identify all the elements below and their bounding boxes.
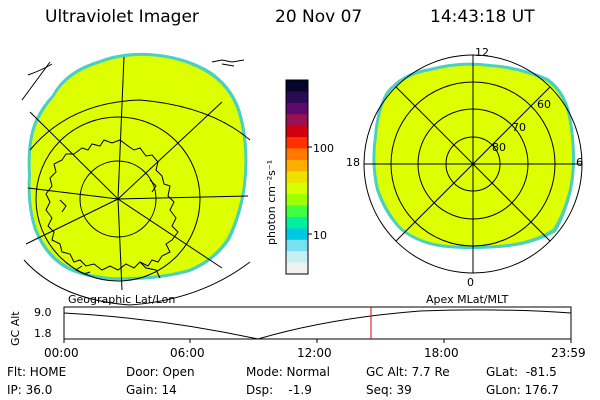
mlt-label-12: 12 [475, 46, 489, 59]
mlt-diag-2 [395, 86, 551, 242]
mlt-label-0: 0 [467, 276, 474, 289]
geographic-map [21, 52, 251, 306]
colorbar-segment [286, 239, 308, 252]
meridian-2 [29, 111, 119, 200]
altitude-plot-frame [63, 306, 572, 340]
lat-arc-outer-lower [23, 259, 251, 306]
colorbar-segment [286, 262, 308, 275]
gc-alt-status: GC Alt: 7.7 Re [366, 365, 450, 379]
flight-status: Flt: HOME [7, 365, 67, 379]
glon-status: GLon: 176.7 [486, 383, 559, 397]
altitude-ytick-low: 1.8 [34, 327, 52, 340]
colorbar-segment [286, 159, 308, 172]
mlt-label-6: 6 [576, 156, 583, 169]
colorbar-segment [286, 182, 308, 195]
left-grid [21, 56, 251, 306]
altitude-plot [63, 306, 572, 343]
colorbar-segment [286, 114, 308, 127]
mlat-label-60: 60 [537, 98, 551, 111]
colorbar-tick-100: 100 [313, 142, 334, 155]
colorbar-segment [286, 137, 308, 150]
colorbar-segment [286, 91, 308, 104]
colorbar-segment [286, 171, 308, 184]
colorbar-segment [286, 148, 308, 161]
colorbar-segment [286, 80, 308, 93]
instrument-title: Ultraviolet Imager [45, 7, 199, 27]
meridian-7 [117, 198, 223, 269]
meridian-1 [117, 56, 125, 200]
mode-status: Mode: Normal [246, 365, 330, 379]
altitude-axis-label: GC Alt [9, 311, 22, 346]
colorbar-segment [286, 216, 308, 229]
altitude-curve [63, 309, 572, 340]
coastline [45, 139, 179, 271]
right-map-label: Apex MLat/MLT [426, 293, 509, 306]
lat-circle-middle [35, 116, 201, 282]
time-tick-1200: 12:00 [297, 346, 332, 360]
seq-status: Seq: 39 [366, 383, 412, 397]
meridian-4 [117, 195, 249, 200]
time-tick-0600: 06:00 [170, 346, 205, 360]
right-image-fill [375, 65, 572, 247]
altitude-ytick-high: 9.0 [34, 306, 52, 319]
color-scale-bar [285, 79, 312, 275]
colorbar-segment [286, 205, 308, 218]
ip-status: IP: 36.0 [7, 383, 53, 397]
door-status: Door: Open [126, 365, 195, 379]
logo-mark [211, 59, 245, 67]
colorbar-segment [286, 228, 308, 241]
left-map-label: Geographic Lat/Lon [68, 293, 176, 306]
outer-arc-top-left [27, 63, 53, 76]
time-label: 14:43:18 UT [430, 7, 535, 27]
colorbar-segment [286, 102, 308, 115]
colorbar-segment [286, 251, 308, 264]
magnetic-map [363, 54, 583, 274]
lat-circle-inner [79, 160, 157, 238]
dsp-status: Dsp: -1.9 [246, 383, 312, 397]
date-label: 20 Nov 07 [275, 7, 363, 27]
mlt-label-18: 18 [346, 156, 360, 169]
colorbar-frame [285, 79, 309, 275]
gain-status: Gain: 14 [126, 383, 177, 397]
time-tick-2359: 23:59 [551, 346, 586, 360]
colorbar-segment [286, 125, 308, 138]
meridian-3 [117, 101, 223, 200]
coastline-detail [59, 179, 161, 279]
meridian-6 [117, 198, 123, 291]
glat-status: GLat: -81.5 [486, 365, 557, 379]
meridian-8 [27, 187, 119, 200]
meridian-5 [25, 198, 119, 245]
time-tick-1800: 18:00 [424, 346, 459, 360]
lat-arc-outer [29, 99, 251, 151]
mlat-label-80: 80 [492, 141, 506, 154]
time-tick-0000: 00:00 [44, 346, 79, 360]
colorbar-segment [286, 194, 308, 207]
mlat-label-70: 70 [512, 121, 526, 134]
altitude-ticks [63, 339, 572, 343]
colorbar-tick-10: 10 [313, 229, 327, 242]
right-grid [363, 54, 583, 274]
colorbar-unit-label: photon cm⁻²s⁻¹ [265, 159, 278, 245]
outer-arc-top-left-2 [21, 61, 51, 101]
